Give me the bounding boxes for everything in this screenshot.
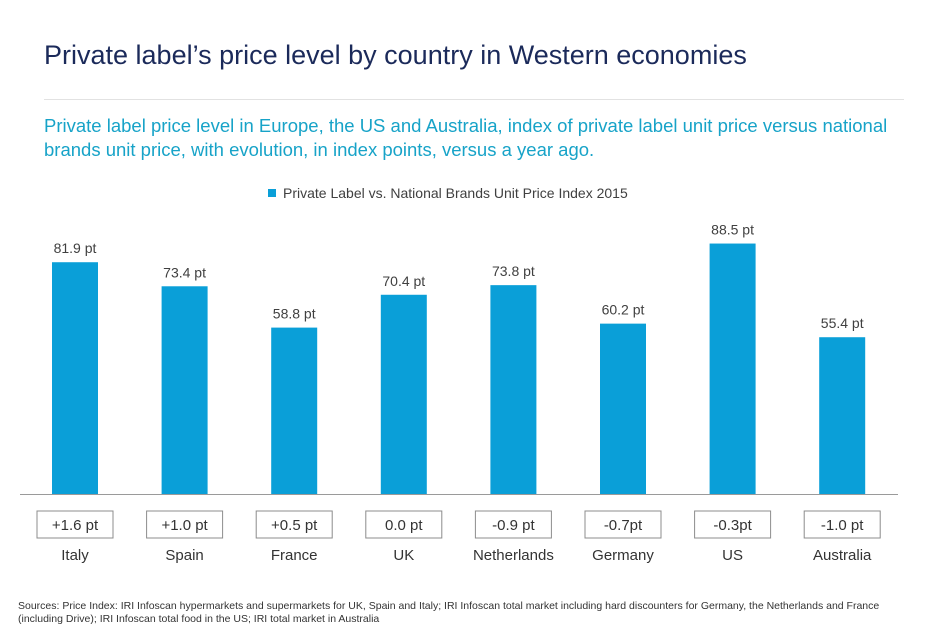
change-box bbox=[255, 510, 333, 539]
category-label: US bbox=[722, 547, 743, 564]
change-label: -0.7pt bbox=[604, 517, 643, 534]
data-label: 88.5 pt bbox=[711, 222, 754, 238]
bar-germany bbox=[600, 323, 646, 494]
change-label: -1.0 pt bbox=[821, 517, 864, 534]
data-label: 70.4 pt bbox=[382, 273, 425, 289]
category-label: Germany bbox=[592, 547, 654, 564]
change-box bbox=[365, 510, 443, 539]
change-label: +1.6 pt bbox=[52, 517, 99, 534]
chart-legend: Private Label vs. National Brands Unit P… bbox=[268, 185, 628, 201]
category-label: UK bbox=[393, 547, 414, 564]
category-label: Italy bbox=[61, 547, 89, 564]
data-label: 55.4 pt bbox=[821, 315, 864, 331]
category-label: Australia bbox=[813, 547, 872, 564]
bar-italy bbox=[52, 262, 98, 494]
category-label: Spain bbox=[165, 547, 203, 564]
category-label: France bbox=[271, 547, 318, 564]
change-label: -0.3pt bbox=[713, 517, 752, 534]
change-box bbox=[474, 510, 552, 539]
page-title: Private label’s price level by country i… bbox=[44, 40, 747, 70]
change-box bbox=[584, 510, 662, 539]
title-divider bbox=[44, 99, 904, 100]
bar-netherlands bbox=[490, 285, 537, 494]
chart-subtitle: Private label price level in Europe, the… bbox=[44, 115, 888, 160]
legend-label: Private Label vs. National Brands Unit P… bbox=[283, 185, 628, 201]
category-label: Netherlands bbox=[473, 547, 554, 564]
sources-note: Sources: Price Index: IRI Infoscan hyper… bbox=[18, 600, 880, 625]
data-label: 73.8 pt bbox=[492, 263, 535, 279]
change-label: +1.0 pt bbox=[161, 517, 208, 534]
data-label: 81.9 pt bbox=[54, 240, 97, 256]
change-box bbox=[36, 510, 114, 539]
change-label: +0.5 pt bbox=[271, 517, 318, 534]
change-label: -0.9 pt bbox=[492, 517, 535, 534]
change-box bbox=[694, 510, 772, 539]
legend-swatch bbox=[268, 189, 276, 197]
bar-australia bbox=[819, 337, 866, 494]
data-label: 73.4 pt bbox=[163, 264, 206, 280]
bar-france bbox=[271, 327, 318, 494]
data-label: 58.8 pt bbox=[273, 306, 316, 322]
change-box bbox=[146, 510, 224, 539]
data-label: 60.2 pt bbox=[602, 302, 645, 318]
change-box bbox=[803, 510, 881, 539]
bar-spain bbox=[161, 286, 208, 494]
bar-uk bbox=[380, 294, 427, 494]
bar-us bbox=[709, 243, 756, 494]
bar-chart: 81.9 pt +1.6 pt Italy 73.4 pt +1.0 pt Spain 58… bbox=[20, 222, 898, 564]
change-label: 0.0 pt bbox=[385, 517, 423, 534]
